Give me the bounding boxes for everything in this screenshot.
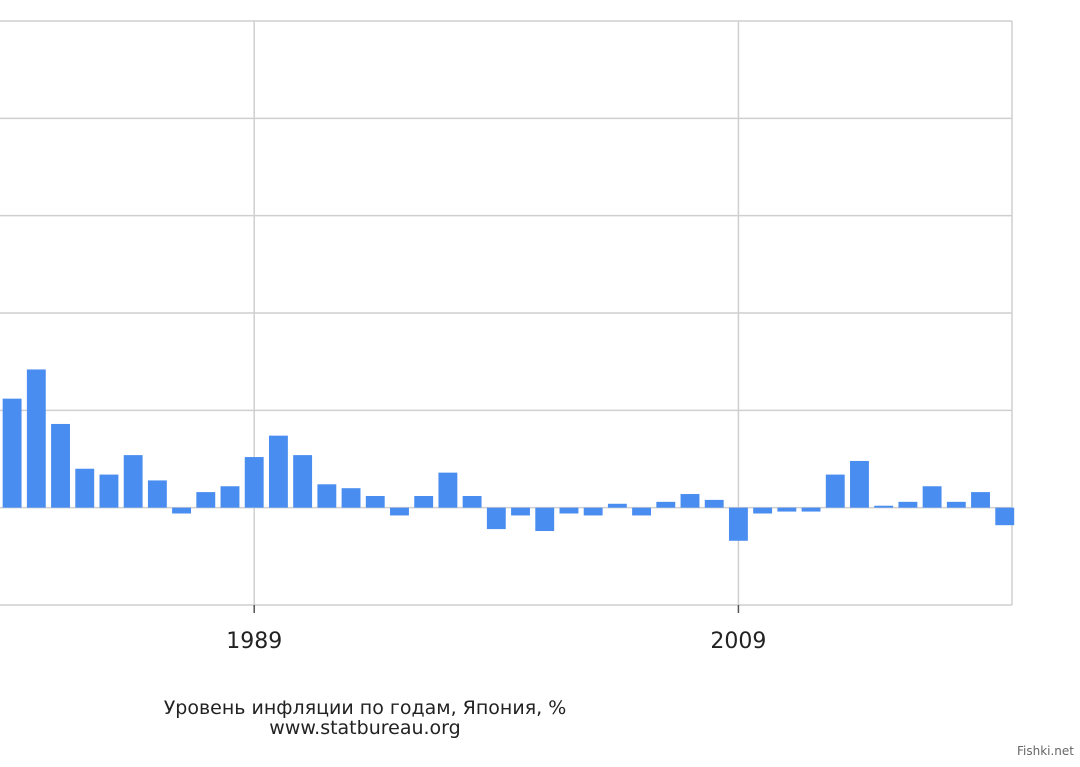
bar-2006 xyxy=(656,501,676,508)
bars xyxy=(2,369,1015,541)
bar-1980 xyxy=(26,369,46,508)
chart-title: Уровень инфляции по годам, Япония, % xyxy=(163,697,567,719)
bar-1982 xyxy=(75,468,95,508)
bar-1979 xyxy=(2,398,22,508)
bar-1986 xyxy=(172,507,192,514)
bar-2012 xyxy=(801,507,821,512)
bar-1981 xyxy=(51,423,70,508)
bar-2020 xyxy=(995,507,1015,526)
bar-1991 xyxy=(293,455,313,508)
bar-1987 xyxy=(196,492,216,508)
bar-1989 xyxy=(244,457,264,508)
bar-2007 xyxy=(680,494,700,508)
bar-1985 xyxy=(147,480,167,508)
bar-2008 xyxy=(704,499,724,508)
bar-2013 xyxy=(825,474,845,508)
watermark: Fishki.net xyxy=(1016,744,1074,758)
bar-2003 xyxy=(583,507,603,516)
bar-2017 xyxy=(922,486,942,508)
grid xyxy=(0,20,1013,606)
bar-2009 xyxy=(728,507,748,541)
bar-2010 xyxy=(753,507,773,514)
bar-2019 xyxy=(971,492,990,508)
bar-2002 xyxy=(559,507,579,514)
bar-2018 xyxy=(946,501,966,508)
bar-2015 xyxy=(874,505,894,508)
bar-1993 xyxy=(341,488,361,508)
x-tick-label: 1989 xyxy=(226,629,282,654)
bar-2014 xyxy=(850,460,869,508)
bar-1995 xyxy=(390,507,409,516)
x-tick-label: 2009 xyxy=(710,629,766,654)
bar-2004 xyxy=(607,503,627,508)
x-ticks: 1989 2009 xyxy=(226,605,766,654)
bar-2011 xyxy=(777,507,797,512)
bar-2000 xyxy=(511,507,530,516)
bar-1990 xyxy=(268,435,288,508)
bar-1997 xyxy=(438,472,458,508)
bar-2005 xyxy=(632,507,652,516)
bar-1983 xyxy=(99,474,119,508)
bar-1994 xyxy=(365,495,385,508)
bar-1984 xyxy=(123,455,143,508)
bar-1992 xyxy=(317,484,337,508)
bar-2001 xyxy=(535,507,555,532)
bar-1996 xyxy=(414,495,434,508)
bar-2016 xyxy=(898,501,918,508)
chart-subtitle: www.statbureau.org xyxy=(269,717,461,739)
bar-1988 xyxy=(220,486,240,508)
bar-1999 xyxy=(486,507,506,530)
bar-1998 xyxy=(462,495,482,508)
